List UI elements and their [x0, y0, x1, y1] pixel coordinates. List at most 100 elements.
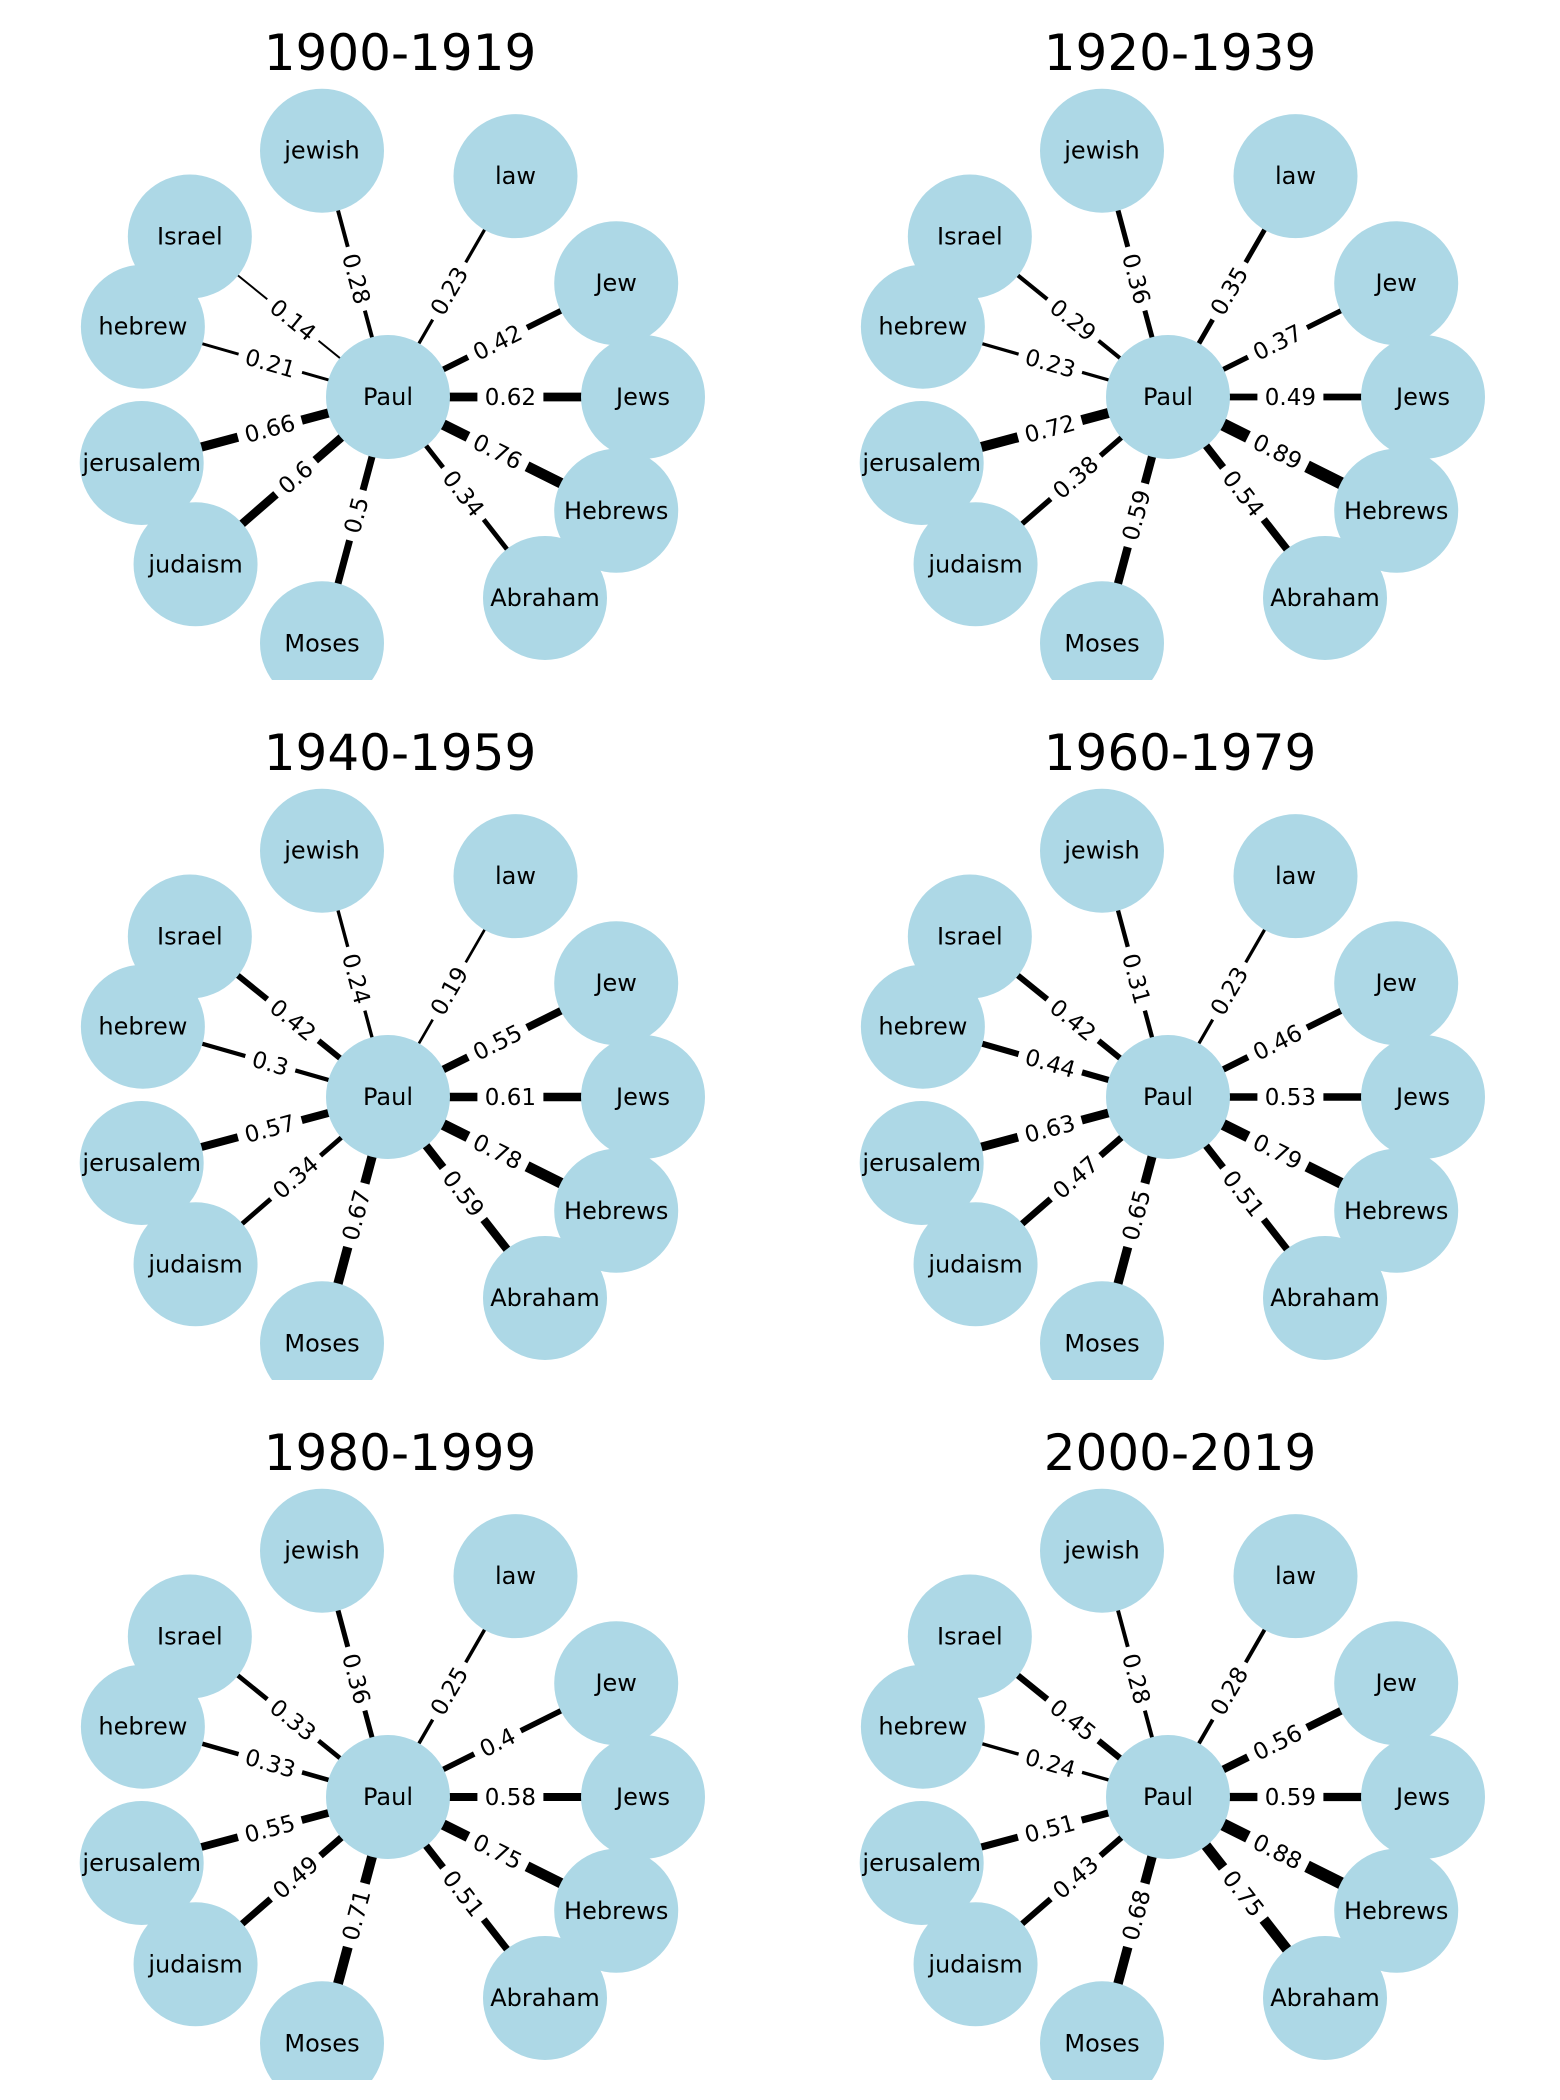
- edge-label-background: [258, 988, 328, 1052]
- edge-weight-label: 0.59: [1257, 1783, 1324, 1811]
- edge-weight-label: 0.28: [334, 243, 379, 315]
- edge-weight-label: 0.89: [1241, 424, 1314, 479]
- edge-label-background: [477, 1083, 544, 1111]
- node-paul: [1106, 1735, 1230, 1859]
- edge-label-background: [1114, 479, 1159, 551]
- node-moses: [1040, 581, 1164, 680]
- node-label: Hebrews: [564, 1897, 668, 1925]
- edge-weight-value: 0.62: [485, 385, 536, 411]
- node-label: Abraham: [490, 584, 600, 612]
- edge-weight-label: 0.23: [1200, 955, 1258, 1027]
- edge-weight-value: 0.28: [336, 251, 374, 307]
- node-jerusalem: [79, 1800, 204, 1925]
- node-label: jerusalem: [861, 449, 981, 477]
- node-label: Jews: [1394, 1783, 1450, 1811]
- edge-label-background: [477, 383, 544, 411]
- edge-label-background: [234, 1806, 306, 1851]
- edge-label-background: [432, 458, 495, 529]
- network-panel-1940-1959: 1940-1959 jewish law Jew Jews Hebrews Abraham M…: [79, 724, 705, 1380]
- edge-weight-label: 0.31: [1114, 943, 1159, 1015]
- node-layer: jewish law Jew Jews Hebrews Abraham Moses judai…: [79, 1488, 705, 2080]
- panel-title: 1960-1979: [1044, 724, 1317, 782]
- edge-weight-label: 0.56: [1241, 1715, 1314, 1770]
- node-jews: [581, 1735, 705, 1859]
- edge-weight-label: 0.72: [1014, 406, 1086, 451]
- node-label: Moses: [284, 1329, 359, 1357]
- node-label: Hebrews: [1344, 497, 1448, 525]
- edge-weight-label: 0.71: [334, 1879, 379, 1951]
- node-judaism: [133, 1202, 258, 1327]
- node-jew: [1334, 1621, 1459, 1746]
- edge-label-background: [1257, 383, 1324, 411]
- edge-label-background: [467, 1718, 528, 1767]
- node-label: Israel: [157, 223, 223, 251]
- node-paul: [326, 335, 450, 459]
- edge-label-background: [420, 1655, 478, 1727]
- edge-label-background: [234, 1740, 306, 1786]
- node-label: Paul: [363, 1083, 413, 1111]
- edge-label-background: [241, 1042, 300, 1084]
- node-paul: [1106, 1035, 1230, 1159]
- node-jerusalem: [859, 400, 984, 525]
- node-jewish: [260, 1488, 385, 1613]
- edge-weight-value: 0.63: [1022, 1110, 1078, 1148]
- node-label: hebrew: [878, 1013, 967, 1041]
- edge-weight-label: 0.5: [336, 486, 377, 544]
- panel-title: 1940-1959: [264, 724, 537, 782]
- edge-label-background: [1014, 340, 1086, 386]
- node-label: Israel: [157, 923, 223, 951]
- node-label: judaism: [147, 550, 242, 578]
- edge-label-background: [1114, 243, 1159, 315]
- edge-weight-value: 0.61: [485, 1085, 536, 1111]
- edge-weight-label: 0.58: [477, 1783, 544, 1811]
- node-law: [1233, 814, 1358, 939]
- edge-weight-value: 0.51: [1022, 1810, 1078, 1848]
- edge-label-background: [1212, 1158, 1275, 1229]
- edge-label-background: [1014, 1040, 1086, 1086]
- edge-label-background: [234, 340, 306, 386]
- node-jews: [1361, 1035, 1485, 1159]
- edge-weight-label: 0.45: [1038, 1688, 1108, 1752]
- edge-weight-label: 0.88: [1241, 1824, 1314, 1879]
- node-label: jerusalem: [81, 1849, 201, 1877]
- node-label: law: [1275, 1562, 1316, 1590]
- edge-weight-value: 0.31: [1116, 951, 1154, 1007]
- edge-weight-label: 0.24: [334, 943, 379, 1015]
- edge-weight-label: 0.63: [1014, 1106, 1086, 1151]
- node-label: Paul: [363, 1783, 413, 1811]
- edge-label-layer: 0.28 0.280.560.590.880.750.680.430.510.24…: [1014, 1643, 1324, 1951]
- edge-weight-value: 0.57: [242, 1110, 298, 1148]
- edge-label-background: [1114, 1643, 1159, 1715]
- node-label: jerusalem: [861, 1149, 981, 1177]
- node-label: Abraham: [1270, 1984, 1380, 2012]
- edge-weight-label: 0.28: [1114, 1643, 1159, 1715]
- edge-weight-value: 0.58: [485, 1785, 536, 1811]
- edge-label-background: [1241, 1015, 1314, 1070]
- node-jew: [1334, 221, 1459, 346]
- edge-label-background: [1041, 1845, 1110, 1910]
- edge-label-background: [461, 1124, 534, 1179]
- edge-label-background: [420, 955, 478, 1027]
- node-label: Jews: [614, 1783, 670, 1811]
- edge-weight-label: 0.33: [234, 1740, 306, 1786]
- edge-weight-label: 0.68: [1114, 1879, 1159, 1951]
- edge-label-background: [1114, 1179, 1159, 1251]
- edge-weight-label: 0.36: [334, 1643, 379, 1715]
- node-label: Israel: [937, 923, 1003, 951]
- network-panel-1900-1919: 1900-1919 jewish law Jew Jews Hebrews Abraham M…: [79, 24, 705, 680]
- node-moses: [260, 581, 384, 680]
- node-label: Hebrews: [1344, 1197, 1448, 1225]
- panel-graph: jewish law Jew Jews Hebrews Abraham Moses judai…: [859, 1488, 1485, 2080]
- node-hebrews: [554, 448, 679, 573]
- edge-weight-label: 0.25: [420, 1655, 478, 1727]
- node-label: Hebrews: [564, 1197, 668, 1225]
- node-law: [453, 1514, 578, 1639]
- node-label: Moses: [284, 629, 359, 657]
- node-hebrews: [554, 1848, 679, 1973]
- edge-weight-label: 0.28: [1200, 1655, 1258, 1727]
- node-label: law: [495, 162, 536, 190]
- node-label: Jew: [1373, 269, 1416, 297]
- node-israel: [907, 874, 1032, 999]
- node-layer: jewish law Jew Jews Hebrews Abraham Moses judai…: [79, 788, 705, 1380]
- node-label: Jews: [614, 383, 670, 411]
